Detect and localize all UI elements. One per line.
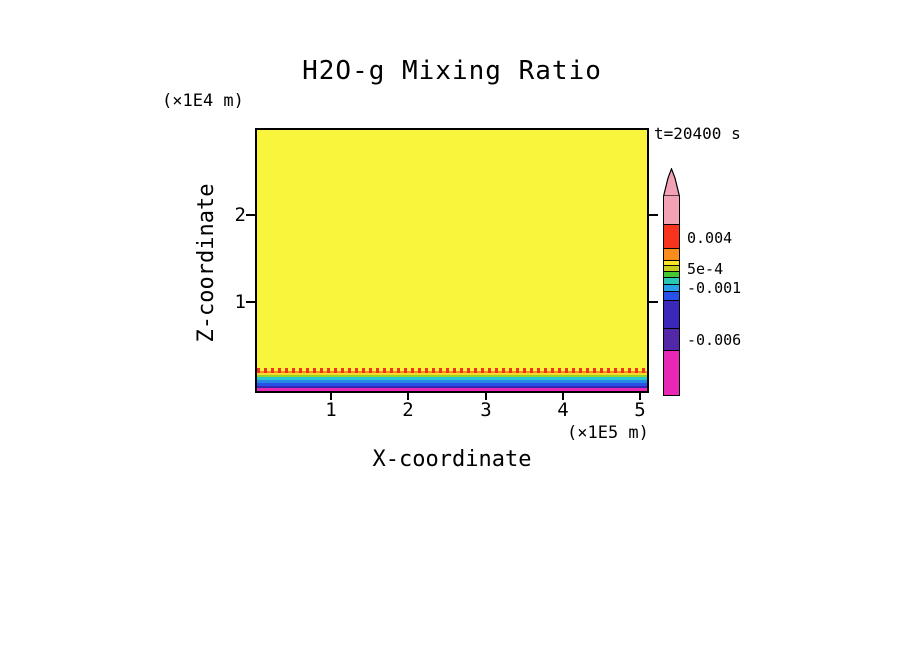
y-tick-mark-left-1	[246, 301, 255, 303]
band-stripe-2	[257, 373, 647, 375]
colorbar-segment-olive	[664, 265, 679, 271]
band-stripe-5	[257, 380, 647, 383]
colorbar	[663, 168, 680, 396]
colorbar-label-3: -0.006	[687, 331, 742, 349]
colorbar-body	[663, 196, 680, 396]
x-tick-mark-5	[639, 393, 641, 400]
colorbar-label-0: 0.004	[687, 229, 733, 247]
x-tick-mark-2	[407, 393, 409, 400]
band-stripe-8	[257, 388, 647, 391]
x-tick-mark-1	[330, 393, 332, 400]
band-stripe-7	[257, 386, 647, 388]
x-tick-label-1: 1	[325, 399, 337, 421]
colorbar-segment-navy	[664, 300, 679, 328]
plot-area	[255, 128, 649, 393]
x-tick-mark-4	[562, 393, 564, 400]
x-tick-label-3: 3	[480, 399, 492, 421]
band-stripe-3	[257, 375, 647, 377]
colorbar-label-2: -0.001	[687, 279, 742, 297]
band-stripe-4	[257, 377, 647, 380]
colorbar-segment-magenta	[664, 350, 679, 395]
surface-boundary-band	[257, 368, 647, 391]
y-tick-mark-right-2	[649, 214, 658, 216]
colorbar-segment-teal	[664, 277, 679, 284]
x-axis-title: X-coordinate	[372, 447, 532, 472]
x-tick-label-5: 5	[634, 399, 646, 421]
colorbar-segment-indigo	[664, 328, 679, 350]
colorbar-segment-green	[664, 271, 679, 277]
x-axis-unit-label: (×1E5 m)	[567, 423, 649, 443]
time-annotation: t=20400 s	[654, 124, 741, 143]
colorbar-arrow-tip-icon	[663, 168, 680, 196]
colorbar-segment-light-blue	[664, 284, 679, 291]
band-stripe-6	[257, 383, 647, 386]
colorbar-segment-orange	[664, 248, 679, 260]
y-tick-label-1: 1	[234, 291, 246, 313]
x-tick-label-2: 2	[402, 399, 414, 421]
colorbar-segment-red	[664, 224, 679, 248]
colorbar-label-1: 5e-4	[687, 260, 724, 278]
chart-title: H2O-g Mixing Ratio	[302, 56, 602, 86]
y-tick-mark-right-1	[649, 301, 658, 303]
colorbar-segment-pink	[664, 196, 679, 224]
band-stripe-1	[257, 371, 647, 373]
y-axis-unit-label: (×1E4 m)	[162, 91, 244, 111]
colorbar-segment-blue	[664, 291, 679, 300]
band-stripe-0	[257, 368, 647, 371]
y-axis-title: Z-coordinate	[194, 183, 219, 343]
y-tick-label-2: 2	[234, 204, 246, 226]
colorbar-segment-yellow	[664, 260, 679, 265]
y-tick-mark-left-2	[246, 214, 255, 216]
x-tick-mark-3	[485, 393, 487, 400]
x-tick-label-4: 4	[557, 399, 569, 421]
